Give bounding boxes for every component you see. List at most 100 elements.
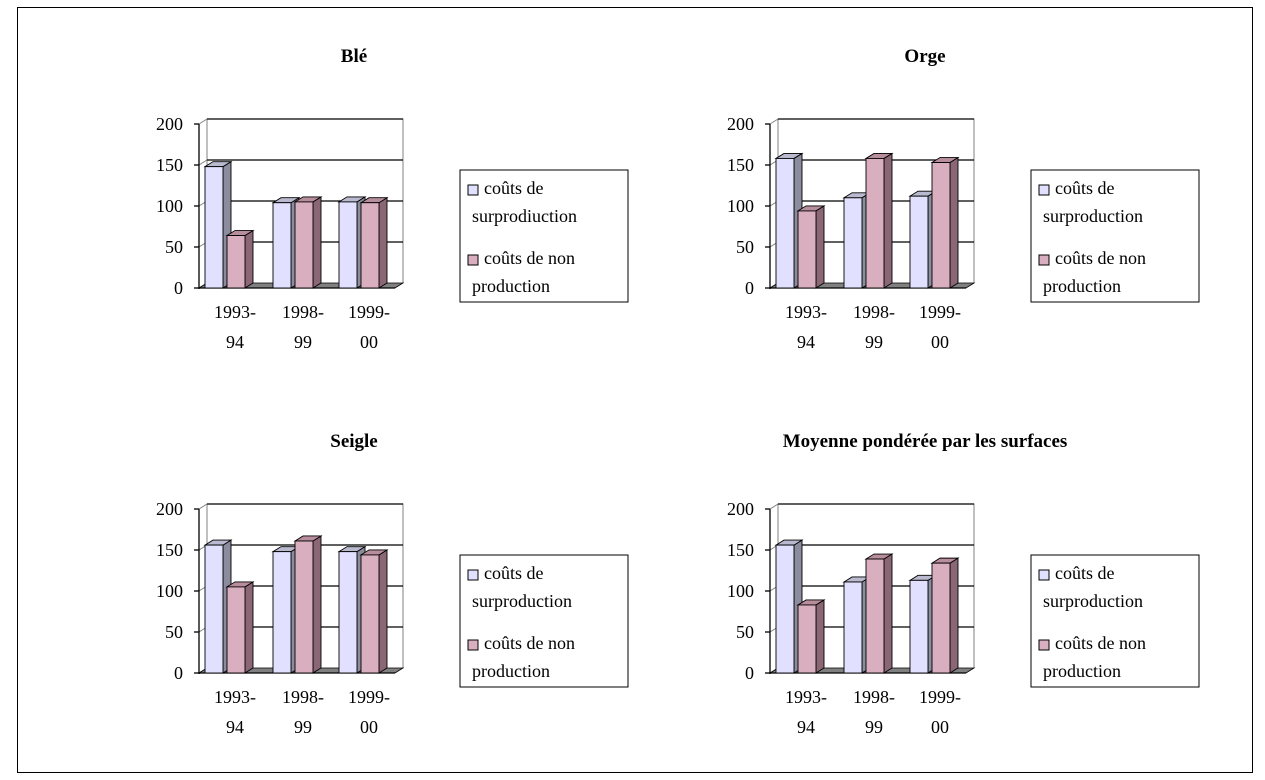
y-tick-label: 50: [736, 237, 754, 257]
legend-label: surproduction: [1043, 206, 1143, 226]
x-tick-label: 94: [797, 332, 815, 352]
legend-label: production: [472, 661, 550, 681]
x-tick-label: 1999-: [348, 302, 390, 322]
bar-nonproduction-3: [359, 549, 389, 674]
x-tick-label: 1998-: [853, 302, 895, 322]
bar-front: [909, 579, 929, 674]
legend-label: coûts de non: [1055, 248, 1146, 268]
gridline-side: [198, 118, 208, 125]
bar-nonproduction-2: [864, 553, 894, 674]
y-tick-label: 150: [156, 540, 183, 560]
bar-nonproduction-3: [930, 557, 960, 674]
bar-nonproduction-1: [796, 599, 826, 674]
legend-label: production: [472, 276, 550, 296]
x-tick-label: 99: [294, 717, 312, 737]
bar-front: [226, 235, 246, 289]
legend-label: coûts de: [484, 178, 543, 198]
legend-swatch: [1038, 184, 1050, 196]
y-tick-label: 100: [156, 196, 183, 216]
bar-front: [931, 562, 951, 674]
x-tick-label: 99: [865, 332, 883, 352]
bar-nonproduction-1: [225, 581, 255, 674]
bar-front: [843, 197, 863, 289]
legend-label: coûts de non: [484, 248, 575, 268]
chart-title: Blé: [341, 46, 367, 67]
bar-side: [815, 205, 825, 289]
legend-box: [1030, 169, 1200, 303]
x-tick-label: 1999-: [919, 302, 961, 322]
bar-side: [949, 557, 959, 674]
x-tick-label: 1998-: [853, 687, 895, 707]
y-tick-label: 100: [727, 581, 754, 601]
x-tick-label: 94: [226, 717, 244, 737]
bar-front: [294, 201, 314, 289]
bar-front: [272, 551, 292, 674]
x-tick-label: 1999-: [348, 687, 390, 707]
legend-swatch: [467, 184, 479, 196]
bar-front: [360, 554, 380, 674]
bar-front: [931, 162, 951, 289]
y-tick-label: 200: [727, 499, 754, 519]
x-tick-label: 1993-: [785, 302, 827, 322]
legend-box: [459, 169, 629, 303]
x-tick-label: 00: [931, 332, 949, 352]
bar-front: [865, 558, 885, 674]
legend-box: [459, 554, 629, 688]
legend-label: coûts de non: [484, 633, 575, 653]
bar-side: [312, 535, 322, 674]
y-tick-label: 0: [745, 663, 754, 683]
y-tick-label: 50: [165, 622, 183, 642]
legend-label: coûts de non: [1055, 633, 1146, 653]
legend-swatch: [467, 639, 479, 651]
legend-label: surprodiuction: [472, 206, 577, 226]
bar-front: [843, 581, 863, 674]
y-tick-label: 0: [174, 278, 183, 298]
bar-front: [204, 544, 224, 674]
bar-front: [865, 157, 885, 289]
legend-swatch: [1038, 254, 1050, 266]
chart-panel-1: Blé 0 50 100 150 200 1993- 94 1998- 99 1999- 00 coût…: [156, 46, 629, 352]
legend-box: [1030, 554, 1200, 688]
bar-nonproduction-2: [293, 535, 323, 674]
x-tick-label: 00: [931, 717, 949, 737]
x-tick-label: 1993-: [785, 687, 827, 707]
gridline-side: [769, 118, 779, 125]
bar-side: [883, 553, 893, 674]
bar-front: [272, 202, 292, 289]
x-tick-label: 99: [865, 717, 883, 737]
x-tick-label: 1998-: [282, 687, 324, 707]
chart-title: Moyenne pondérée par les surfaces: [783, 431, 1068, 452]
y-tick-label: 200: [156, 114, 183, 134]
bar-front: [797, 604, 817, 674]
bar-surproduction-1: [203, 160, 233, 289]
y-tick-label: 150: [727, 155, 754, 175]
gridline-side: [198, 159, 208, 166]
legend-label: surproduction: [472, 591, 572, 611]
bar-nonproduction-3: [930, 156, 960, 289]
bar-nonproduction-2: [864, 152, 894, 289]
bar-front: [338, 551, 358, 674]
bar-side: [378, 196, 388, 289]
x-tick-label: 00: [360, 332, 378, 352]
x-tick-label: 94: [797, 717, 815, 737]
y-tick-label: 0: [745, 278, 754, 298]
gridline-side: [198, 503, 208, 510]
bar-front: [294, 540, 314, 674]
y-tick-label: 50: [736, 622, 754, 642]
bar-nonproduction-1: [796, 205, 826, 289]
bar-side: [883, 152, 893, 289]
y-tick-label: 50: [165, 237, 183, 257]
legend-label: coûts de: [1055, 563, 1114, 583]
chart-panel-2: Orge 0 50 100 150 200 1993- 94 1998- 99 1999- 00 coû…: [727, 46, 1200, 352]
y-tick-label: 200: [727, 114, 754, 134]
x-tick-label: 94: [226, 332, 244, 352]
bar-front: [226, 586, 246, 674]
figure-frame: [17, 7, 1253, 773]
bar-side: [815, 599, 825, 674]
y-tick-label: 100: [727, 196, 754, 216]
bar-front: [775, 157, 795, 289]
bar-nonproduction-2: [293, 196, 323, 289]
legend-swatch: [467, 254, 479, 266]
bar-side: [312, 196, 322, 289]
